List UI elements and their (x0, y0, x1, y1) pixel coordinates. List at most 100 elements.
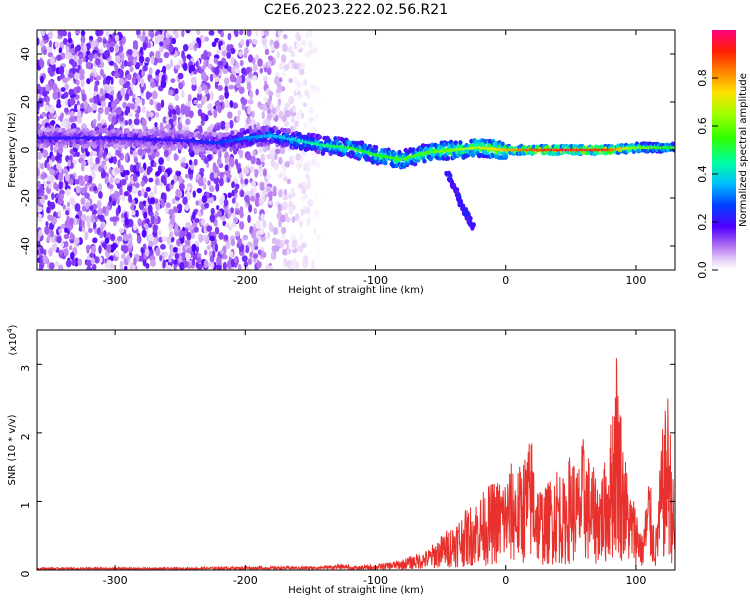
heatmap-cell (303, 121, 308, 129)
heatmap-cell (316, 255, 322, 264)
heatmap-cell (188, 226, 193, 232)
heatmap-cell (127, 48, 133, 56)
heatmap-cell (119, 260, 124, 270)
heatmap-cell (186, 54, 192, 60)
heatmap-cell (282, 34, 288, 40)
heatmap-cell (278, 173, 283, 179)
heatmap-cell (317, 93, 322, 101)
heatmap-cell (56, 236, 62, 244)
heatmap-cell (149, 197, 156, 205)
heatmap-cell (259, 167, 264, 177)
heatmap-cell (70, 48, 75, 54)
heatmap-cell (141, 229, 147, 238)
heatmap-cell (63, 168, 69, 175)
heatmap-cell (174, 252, 180, 260)
heatmap-cell (37, 122, 41, 130)
heatmap-cell (172, 113, 177, 122)
snr-y-label: SNR (10 * v/v) (7, 414, 18, 485)
heatmap-cell (303, 89, 310, 96)
heatmap-cell (145, 90, 151, 100)
heatmap-cell (196, 211, 202, 217)
heatmap-cell (291, 156, 296, 162)
heatmap-cell (67, 37, 73, 44)
heatmap-cell (260, 153, 266, 163)
heatmap-cell (44, 104, 50, 112)
heatmap-cell (235, 202, 239, 208)
heatmap-cell (127, 112, 134, 118)
heatmap-cell (145, 263, 150, 269)
heatmap-cell (285, 216, 291, 223)
heatmap-cell (160, 99, 165, 108)
heatmap-cell (134, 128, 140, 134)
heatmap-cell (200, 53, 206, 60)
heatmap-cell (43, 35, 49, 41)
snr-x-label: Height of straight line (km) (288, 585, 424, 596)
heatmap-cell (300, 210, 305, 217)
y-tick-label: 2 (19, 433, 32, 440)
heatmap-cell (142, 30, 146, 37)
heatmap-cell (236, 115, 241, 122)
heatmap-cell (40, 30, 46, 37)
heatmap-cell (300, 40, 307, 46)
heatmap-cell (56, 162, 61, 170)
heatmap-cell (58, 172, 64, 182)
heatmap-cell (185, 252, 192, 259)
heatmap-cell (123, 191, 129, 197)
heatmap-cell (223, 199, 229, 207)
heatmap-cell (80, 197, 86, 206)
x-tick-label: -300 (103, 574, 128, 587)
heatmap-cell (43, 249, 47, 256)
heatmap-cell (42, 149, 49, 159)
heatmap-cell (180, 162, 187, 168)
heatmap-cell (210, 91, 214, 101)
heatmap-cell (245, 39, 250, 48)
heatmap-cell (288, 95, 295, 105)
heatmap-cell (154, 177, 160, 186)
heatmap-cell (316, 149, 321, 155)
heatmap-cell (131, 210, 136, 216)
heatmap-cell (39, 258, 43, 264)
heatmap-cell (122, 101, 127, 109)
heatmap-cell (194, 218, 200, 224)
heatmap-cell (51, 154, 56, 162)
heatmap-cell (290, 116, 295, 123)
heatmap-cell (129, 66, 134, 73)
heatmap-cell (247, 241, 253, 248)
heatmap-cell (68, 116, 75, 123)
heatmap-cell (151, 90, 158, 100)
heatmap-cell (234, 183, 240, 190)
heatmap-cell (272, 190, 277, 197)
heatmap-cell (284, 213, 289, 219)
heatmap-cell (188, 173, 193, 179)
heatmap-cell (180, 89, 185, 98)
heatmap-cell (280, 226, 287, 235)
heatmap-cell (271, 237, 277, 245)
heatmap-cell (218, 232, 224, 240)
heatmap-cell (67, 31, 72, 39)
heatmap-cell (88, 186, 93, 192)
heatmap-cell (247, 106, 252, 115)
heatmap-cell (146, 167, 151, 176)
heatmap-cell (52, 91, 59, 100)
heatmap-cell (210, 262, 215, 269)
heatmap-cell (278, 156, 283, 165)
heatmap-cell (47, 214, 54, 221)
heatmap-cell (227, 192, 232, 199)
heatmap-cell (270, 158, 275, 168)
heatmap-cell (163, 51, 170, 59)
heatmap-cell (235, 61, 239, 69)
heatmap-cell (179, 229, 184, 239)
heatmap-cell (143, 223, 149, 229)
heatmap-cell (252, 253, 259, 259)
heatmap-cell (206, 244, 211, 251)
heatmap-cell (304, 51, 310, 58)
heatmap-cell (44, 225, 50, 235)
heatmap-cell (202, 183, 207, 190)
heatmap-cell (268, 90, 274, 97)
heatmap-cell (197, 37, 202, 47)
heatmap-cell (195, 200, 199, 206)
heatmap-cell (222, 254, 228, 260)
heatmap-cell (302, 163, 308, 172)
heatmap-cell (216, 49, 221, 55)
heatmap-cell (295, 112, 302, 120)
